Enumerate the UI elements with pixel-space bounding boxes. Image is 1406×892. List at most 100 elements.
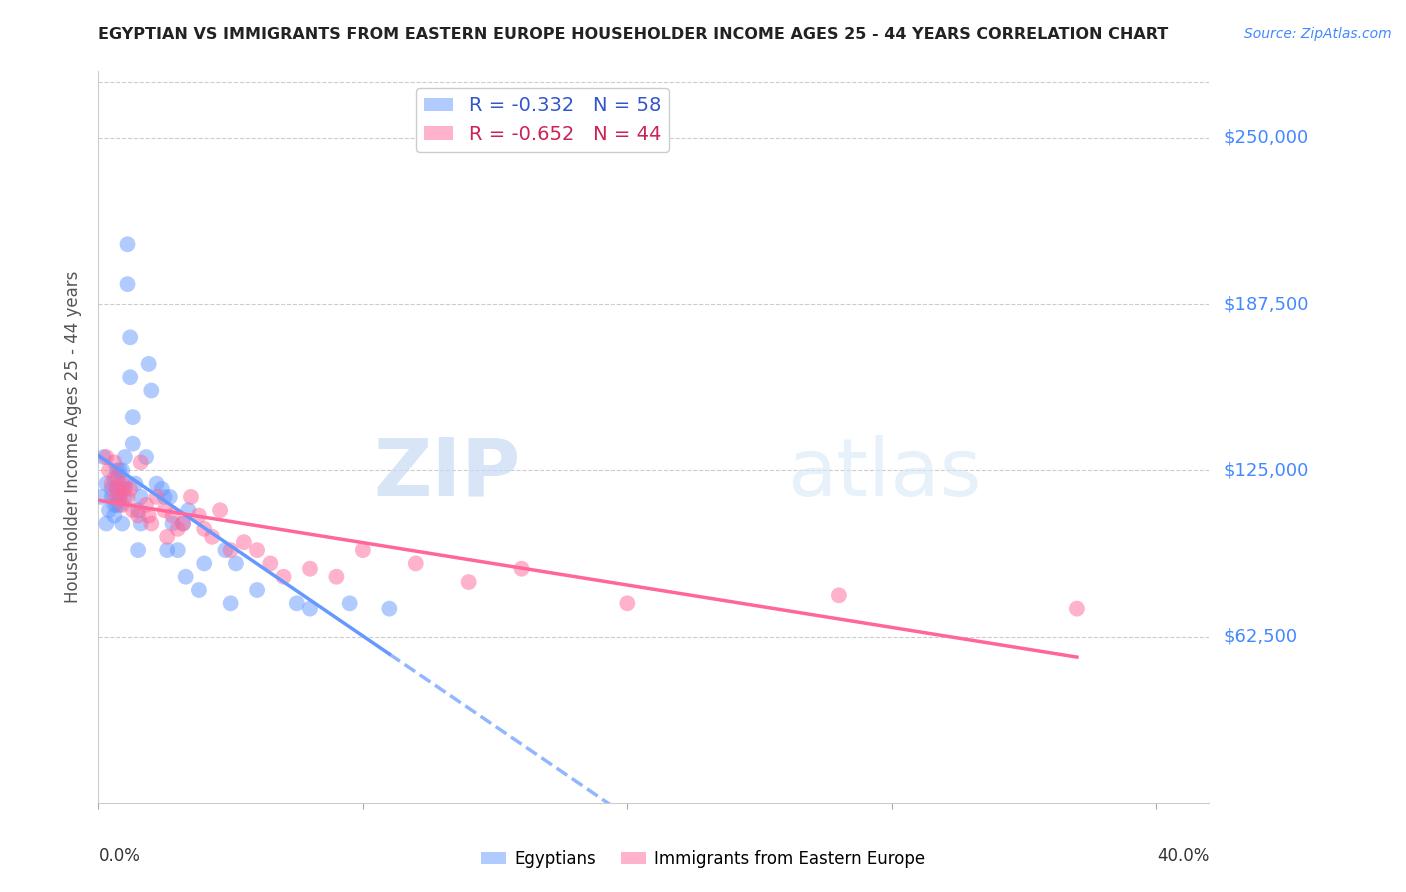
Point: [108, 490, 131, 504]
Point: [510, 562, 533, 576]
Point: [214, 543, 236, 558]
Point: [117, 277, 139, 292]
Point: [100, 482, 122, 496]
Point: [285, 596, 308, 610]
Point: [156, 543, 179, 558]
Point: [121, 410, 143, 425]
Point: [114, 476, 136, 491]
Point: [174, 570, 197, 584]
Point: [259, 557, 281, 571]
Point: [145, 490, 167, 504]
Point: [145, 476, 167, 491]
Point: [135, 498, 157, 512]
Point: [108, 463, 131, 477]
Point: [105, 482, 128, 496]
Point: [352, 543, 374, 558]
Point: [129, 490, 152, 504]
Point: [103, 508, 125, 523]
Point: [114, 482, 136, 496]
Point: [103, 455, 125, 469]
Text: EGYPTIAN VS IMMIGRANTS FROM EASTERN EUROPE HOUSEHOLDER INCOME AGES 25 - 44 YEARS: EGYPTIAN VS IMMIGRANTS FROM EASTERN EURO…: [98, 27, 1168, 42]
Point: [111, 482, 134, 496]
Point: [93, 450, 115, 464]
Point: [246, 582, 269, 597]
Point: [193, 557, 215, 571]
Point: [96, 450, 118, 464]
Point: [105, 490, 128, 504]
Point: [177, 503, 200, 517]
Point: [114, 450, 136, 464]
Point: [162, 516, 184, 531]
Point: [105, 498, 128, 512]
Point: [339, 596, 361, 610]
Text: ZIP: ZIP: [373, 434, 520, 513]
Text: $250,000: $250,000: [1223, 128, 1309, 147]
Point: [121, 436, 143, 450]
Point: [298, 562, 321, 576]
Point: [325, 570, 347, 584]
Point: [156, 530, 179, 544]
Text: $125,000: $125,000: [1223, 461, 1309, 479]
Point: [193, 522, 215, 536]
Point: [117, 490, 139, 504]
Point: [298, 601, 321, 615]
Text: 0.0%: 0.0%: [98, 847, 141, 864]
Point: [138, 508, 160, 523]
Point: [100, 490, 122, 504]
Point: [105, 482, 128, 496]
Point: [273, 570, 295, 584]
Point: [120, 482, 142, 496]
Point: [111, 516, 134, 531]
Point: [129, 455, 152, 469]
Point: [209, 503, 232, 517]
Point: [187, 582, 209, 597]
Point: [121, 503, 143, 517]
Point: [141, 516, 163, 531]
Point: [96, 516, 118, 531]
Point: [127, 503, 149, 517]
Point: [135, 450, 157, 464]
Point: [114, 490, 136, 504]
Point: [828, 588, 851, 602]
Point: [96, 476, 118, 491]
Point: [111, 476, 134, 491]
Point: [141, 384, 163, 398]
Point: [201, 530, 224, 544]
Point: [172, 516, 194, 531]
Point: [103, 490, 125, 504]
Point: [225, 557, 247, 571]
Point: [108, 476, 131, 491]
Point: [127, 543, 149, 558]
Text: atlas: atlas: [787, 434, 981, 513]
Point: [172, 516, 194, 531]
Point: [616, 596, 638, 610]
Point: [90, 490, 112, 504]
Point: [103, 498, 125, 512]
Point: [232, 535, 254, 549]
Text: 40.0%: 40.0%: [1157, 847, 1209, 864]
Point: [138, 357, 160, 371]
Point: [111, 498, 134, 512]
Point: [166, 543, 188, 558]
Point: [162, 508, 184, 523]
Point: [150, 482, 173, 496]
Point: [105, 471, 128, 485]
Point: [100, 476, 122, 491]
Point: [103, 471, 125, 485]
Point: [124, 476, 146, 491]
Point: [129, 516, 152, 531]
Y-axis label: Householder Income Ages 25 - 44 years: Householder Income Ages 25 - 44 years: [65, 271, 83, 603]
Point: [153, 490, 176, 504]
Point: [219, 543, 242, 558]
Point: [180, 490, 202, 504]
Point: [457, 575, 479, 590]
Legend: Egyptians, Immigrants from Eastern Europe: Egyptians, Immigrants from Eastern Europ…: [474, 844, 932, 875]
Point: [127, 508, 149, 523]
Point: [117, 237, 139, 252]
Point: [98, 503, 121, 517]
Point: [111, 463, 134, 477]
Point: [378, 601, 401, 615]
Point: [120, 370, 142, 384]
Point: [153, 503, 176, 517]
Point: [98, 463, 121, 477]
